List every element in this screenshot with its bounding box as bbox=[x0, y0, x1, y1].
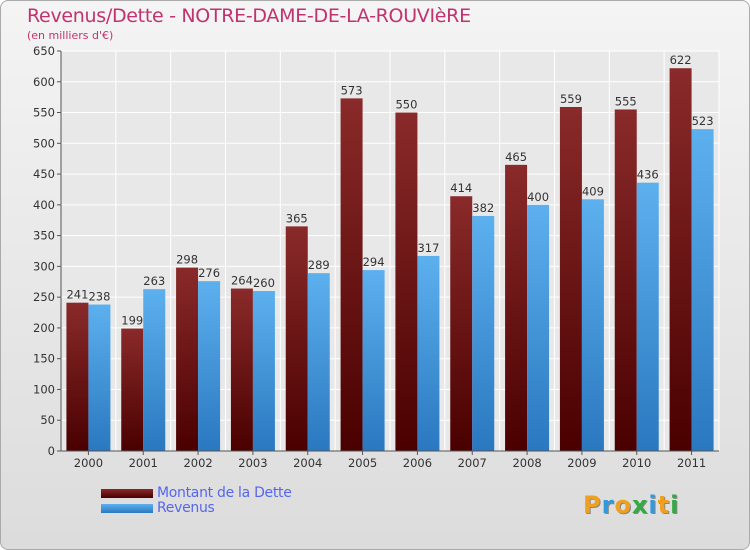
bar-dette-2002 bbox=[176, 267, 199, 451]
bar-dette-2004 bbox=[285, 226, 308, 451]
axes: 0 50 100 150 200 250 300 350 400 450 500 550 600 650 2… bbox=[33, 44, 719, 470]
bar-revenus-2010 bbox=[636, 182, 659, 451]
xtick-label-2002: 2002 bbox=[183, 456, 212, 470]
data-label-revenus-2004: 289 bbox=[308, 258, 330, 272]
logo-letter: i bbox=[648, 491, 658, 519]
bar-revenus-2004 bbox=[307, 273, 330, 451]
ytick-label-600: 600 bbox=[33, 75, 55, 89]
logo-letter: r bbox=[601, 491, 615, 519]
ytick-label-200: 200 bbox=[33, 321, 55, 335]
data-label-dette-2001: 199 bbox=[121, 314, 143, 328]
data-label-revenus-2011: 523 bbox=[692, 114, 714, 128]
data-label-revenus-2007: 382 bbox=[472, 201, 494, 215]
bar-dette-2008 bbox=[505, 164, 528, 451]
chart-title: Revenus/Dette - NOTRE-DAME-DE-LA-ROUVIèR… bbox=[27, 5, 471, 27]
bar-revenus-2003 bbox=[252, 291, 275, 451]
xtick-label-2011: 2011 bbox=[677, 456, 706, 470]
data-label-revenus-2001: 263 bbox=[143, 274, 165, 288]
bar-dette-2001 bbox=[121, 328, 144, 451]
bar-dette-2009 bbox=[559, 107, 582, 451]
data-label-dette-2002: 298 bbox=[176, 253, 198, 267]
xtick-label-2006: 2006 bbox=[403, 456, 432, 470]
bar-revenus-2007 bbox=[472, 215, 495, 451]
data-label-revenus-2006: 317 bbox=[417, 241, 439, 255]
ytick-label-100: 100 bbox=[33, 382, 55, 396]
bar-revenus-2011 bbox=[691, 129, 714, 451]
legend-swatch-revenus bbox=[101, 504, 153, 513]
logo-letter: i bbox=[670, 491, 680, 519]
ytick-label-400: 400 bbox=[33, 198, 55, 212]
bar-revenus-2009 bbox=[581, 199, 604, 451]
bar-dette-2011 bbox=[669, 68, 692, 451]
proxiti-logo: Proxiti bbox=[583, 491, 679, 519]
xtick-label-2005: 2005 bbox=[348, 456, 377, 470]
xtick-label-2007: 2007 bbox=[458, 456, 487, 470]
xtick-label-2010: 2010 bbox=[622, 456, 651, 470]
data-label-revenus-2010: 436 bbox=[637, 168, 659, 182]
logo-letter: x bbox=[631, 491, 649, 519]
ytick-label-350: 350 bbox=[33, 229, 55, 243]
xtick-label-2009: 2009 bbox=[567, 456, 596, 470]
data-label-dette-2008: 465 bbox=[505, 150, 527, 164]
bars bbox=[66, 68, 714, 452]
bar-revenus-2005 bbox=[362, 270, 385, 451]
logo-letter: t bbox=[657, 491, 671, 519]
chart-subtitle: (en milliers d'€) bbox=[27, 29, 114, 42]
ytick-label-250: 250 bbox=[33, 290, 55, 304]
data-label-dette-2000: 241 bbox=[66, 288, 88, 302]
data-label-revenus-2005: 294 bbox=[363, 255, 385, 269]
bar-dette-2006 bbox=[395, 112, 418, 452]
legend-label-dette: Montant de la Dette bbox=[157, 485, 292, 501]
bar-revenus-2001 bbox=[143, 289, 166, 451]
ytick-label-550: 550 bbox=[33, 106, 55, 120]
bar-dette-2003 bbox=[230, 288, 253, 451]
data-label-revenus-2002: 276 bbox=[198, 266, 220, 280]
data-label-dette-2006: 550 bbox=[395, 98, 417, 112]
data-label-dette-2010: 555 bbox=[615, 94, 637, 108]
data-label-dette-2004: 365 bbox=[286, 211, 308, 225]
bar-dette-2005 bbox=[340, 98, 363, 451]
bar-dette-2007 bbox=[450, 196, 473, 451]
logo-letter: P bbox=[583, 491, 602, 519]
xtick-label-2004: 2004 bbox=[293, 456, 322, 470]
data-label-dette-2007: 414 bbox=[450, 181, 472, 195]
data-label-revenus-2008: 400 bbox=[527, 190, 549, 204]
data-label-revenus-2003: 260 bbox=[253, 276, 275, 290]
logo-letter: o bbox=[614, 491, 632, 519]
bar-revenus-2000 bbox=[88, 304, 111, 451]
bar-dette-2010 bbox=[614, 109, 637, 451]
bar-revenus-2002 bbox=[198, 281, 221, 451]
bar-revenus-2008 bbox=[527, 204, 550, 451]
ytick-label-450: 450 bbox=[33, 167, 55, 181]
ytick-label-0: 0 bbox=[48, 444, 55, 458]
data-label-dette-2005: 573 bbox=[341, 83, 363, 97]
data-label-dette-2003: 264 bbox=[231, 274, 253, 288]
ytick-label-50: 50 bbox=[40, 413, 55, 427]
ytick-label-650: 650 bbox=[33, 44, 55, 58]
xtick-label-2001: 2001 bbox=[129, 456, 158, 470]
ytick-label-500: 500 bbox=[33, 136, 55, 150]
ytick-label-150: 150 bbox=[33, 352, 55, 366]
ytick-label-300: 300 bbox=[33, 259, 55, 273]
xtick-label-2003: 2003 bbox=[238, 456, 267, 470]
bar-dette-2000 bbox=[66, 302, 89, 451]
xtick-label-2008: 2008 bbox=[512, 456, 541, 470]
xtick-label-2000: 2000 bbox=[74, 456, 103, 470]
data-label-revenus-2000: 238 bbox=[88, 290, 110, 304]
legend-label-revenus: Revenus bbox=[157, 500, 215, 516]
data-label-revenus-2009: 409 bbox=[582, 184, 604, 198]
bar-revenus-2006 bbox=[417, 255, 440, 451]
data-label-dette-2009: 559 bbox=[560, 92, 582, 106]
grid bbox=[60, 50, 720, 452]
data-label-dette-2011: 622 bbox=[670, 53, 692, 67]
legend-swatch-dette bbox=[101, 489, 153, 498]
